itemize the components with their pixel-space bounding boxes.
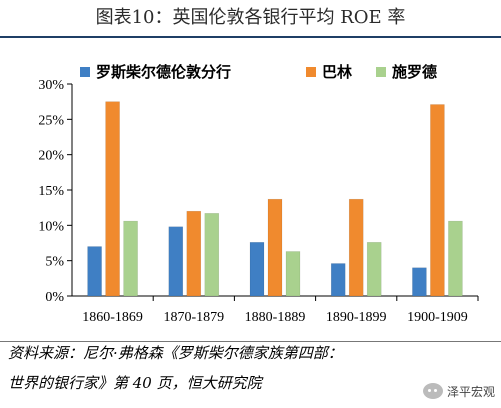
watermark-text: 泽平宏观 [446,384,495,399]
y-tick-label: 10% [38,219,64,234]
bar [123,220,138,297]
legend-swatch [80,67,90,77]
bar [267,198,283,297]
bar [168,226,184,297]
bar [249,242,265,297]
bar [430,104,445,297]
legend-label: 施罗德 [392,63,437,81]
bar [105,101,120,297]
bar [366,242,382,297]
bar [412,267,427,297]
bar-chart: 罗斯柴尔德伦敦分行 巴林 施罗德 0% 5% 10% 15% 20% 25% 30% 1860-18… [38,63,479,325]
y-tick-label: 25% [38,113,64,128]
legend-swatch [376,67,386,77]
bar [204,213,220,297]
source-divider [0,341,501,342]
x-tick-label: 1860-1869 [82,310,143,325]
source-line-1: 资料来源：尼尔·弗格森《罗斯柴尔德家族第四部： [8,344,343,362]
x-tick-label: 1870-1879 [163,310,224,325]
bar [448,220,463,297]
title-divider [0,36,501,38]
source-note: 资料来源：尼尔·弗格森《罗斯柴尔德家族第四部： 世界的银行家》第 40 页，恒大… [8,338,448,398]
legend-label: 罗斯柴尔德伦敦分行 [96,63,231,81]
bar [330,263,346,297]
bar [285,251,301,297]
chart-title: 图表10：英国伦敦各银行平均 ROE 率 [95,7,406,28]
legend-label: 巴林 [322,63,353,81]
y-tick-label: 0% [45,290,64,305]
source-line-2: 世界的银行家》第 40 页，恒大研究院 [8,374,262,392]
wechat-icon [422,383,443,399]
bar [348,198,364,297]
y-tick-label: 20% [38,149,64,164]
bar [186,210,202,297]
x-tick-label: 1890-1899 [326,310,387,325]
watermark: 泽平宏观 [422,380,495,402]
y-tick-label: 15% [38,184,64,199]
y-tick-label: 5% [45,255,64,270]
x-tick-label: 1880-1889 [245,310,306,325]
bar [87,246,102,297]
legend-swatch [306,67,316,77]
y-tick-label: 30% [38,78,64,93]
x-tick-label: 1900-1909 [407,310,468,325]
